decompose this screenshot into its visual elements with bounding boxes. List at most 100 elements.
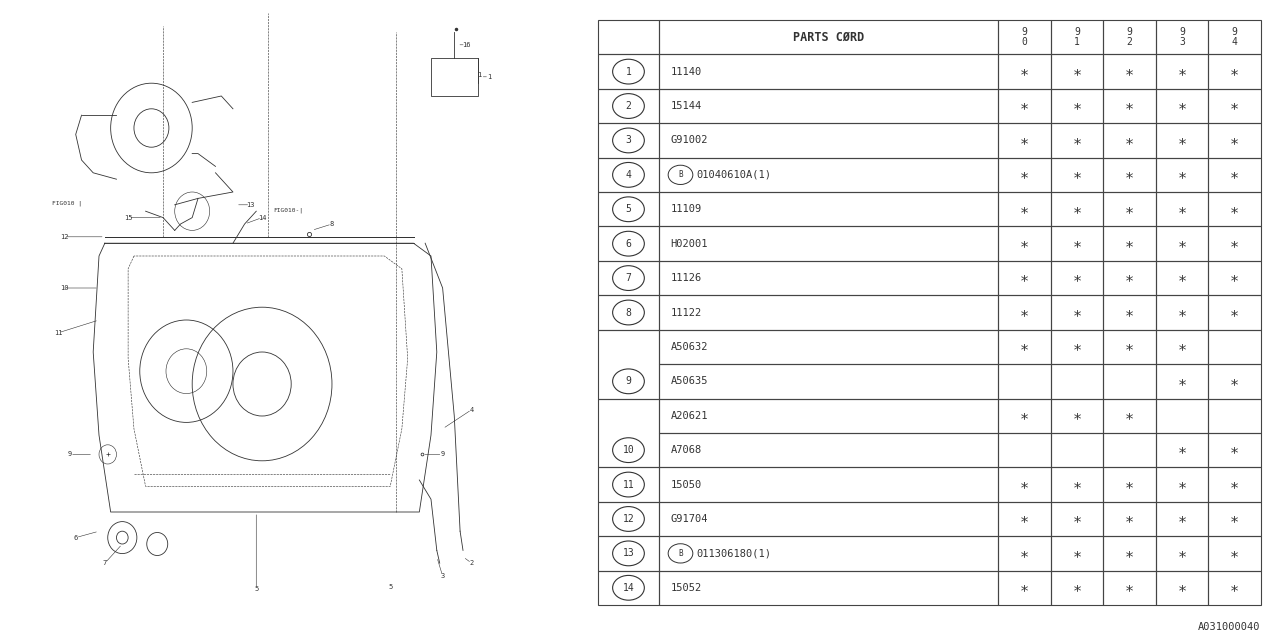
Text: ∗: ∗ [1178,167,1187,182]
Bar [598,571,659,605]
Bar [1103,536,1156,571]
Bar [1103,433,1156,467]
Text: 9
4: 9 4 [1231,28,1238,47]
Bar [1051,330,1103,364]
Bar [998,295,1051,330]
Text: ∗: ∗ [1073,133,1082,148]
Bar [998,536,1051,571]
Bar [431,58,477,96]
Bar [998,54,1051,89]
Bar [998,467,1051,502]
Text: ∗: ∗ [1020,305,1029,320]
Bar [598,399,659,467]
Text: ∗: ∗ [1020,202,1029,217]
Bar [598,502,659,536]
Bar [1156,571,1208,605]
Text: 8: 8 [626,307,631,317]
Bar [1208,261,1261,295]
Text: ∗: ∗ [1125,202,1134,217]
Bar [598,467,659,502]
Bar [1208,89,1261,124]
Bar [1103,157,1156,192]
Text: ∗: ∗ [1073,580,1082,595]
Bar [1208,20,1261,54]
Text: 12: 12 [622,514,635,524]
Text: 5: 5 [388,584,393,590]
Bar [1051,399,1103,433]
Bar [659,433,998,467]
Text: 01040610A(1): 01040610A(1) [696,170,772,180]
Bar [1156,467,1208,502]
Text: ∗: ∗ [1125,99,1134,113]
Bar [1051,295,1103,330]
Text: ∗: ∗ [1073,99,1082,113]
Bar [998,261,1051,295]
Text: 1: 1 [488,74,492,80]
Text: 9
2: 9 2 [1126,28,1133,47]
Bar [1103,330,1156,364]
Text: FIG010 |: FIG010 | [52,201,82,206]
Bar [1051,89,1103,124]
Text: ∗: ∗ [1020,408,1029,423]
Bar [998,124,1051,157]
Bar [1156,330,1208,364]
Text: ∗: ∗ [1178,374,1187,389]
Bar [998,502,1051,536]
Bar [998,157,1051,192]
Text: 9
3: 9 3 [1179,28,1185,47]
Bar [1208,192,1261,227]
Bar [1208,157,1261,192]
Text: ∗: ∗ [1230,99,1239,113]
Text: ∗: ∗ [1230,271,1239,285]
Bar [659,227,998,261]
Text: ∗: ∗ [1230,443,1239,458]
Text: 14: 14 [257,214,266,221]
Text: ∗: ∗ [1178,64,1187,79]
Text: ∗: ∗ [1125,339,1134,355]
Text: ∗: ∗ [1125,305,1134,320]
Text: ∗: ∗ [1020,339,1029,355]
Text: ∗: ∗ [1178,271,1187,285]
Text: ∗: ∗ [1230,236,1239,251]
Bar [1156,20,1208,54]
Text: ∗: ∗ [1020,236,1029,251]
Text: ∗: ∗ [1178,202,1187,217]
Text: 9: 9 [626,376,631,387]
Bar [1156,261,1208,295]
Text: 9: 9 [440,451,444,458]
Bar [1208,467,1261,502]
Text: ∗: ∗ [1020,477,1029,492]
Bar [1103,124,1156,157]
Bar [1156,433,1208,467]
Bar [1051,192,1103,227]
Text: ∗: ∗ [1178,511,1187,527]
Bar [1156,157,1208,192]
Text: 5: 5 [626,204,631,214]
Text: ∗: ∗ [1125,271,1134,285]
Bar [1208,502,1261,536]
Text: 13: 13 [246,202,255,208]
Text: A50632: A50632 [671,342,708,352]
Text: ∗: ∗ [1073,408,1082,423]
Text: 15: 15 [124,214,132,221]
Text: ∗: ∗ [1125,580,1134,595]
Bar [1103,261,1156,295]
Text: 2: 2 [626,101,631,111]
Bar [1103,502,1156,536]
Bar [1051,124,1103,157]
Text: 15052: 15052 [671,583,701,593]
Bar [998,192,1051,227]
Text: 5: 5 [255,586,259,592]
Text: 11: 11 [54,330,63,336]
Bar [659,124,998,157]
Text: ∗: ∗ [1125,64,1134,79]
Bar [1103,89,1156,124]
Text: ∗: ∗ [1178,305,1187,320]
Bar [1051,433,1103,467]
Text: ∗: ∗ [1178,99,1187,113]
Text: 011306180(1): 011306180(1) [696,548,772,558]
Bar [1156,89,1208,124]
Text: ∗: ∗ [1020,64,1029,79]
Text: 12: 12 [60,234,68,240]
Bar [1051,54,1103,89]
